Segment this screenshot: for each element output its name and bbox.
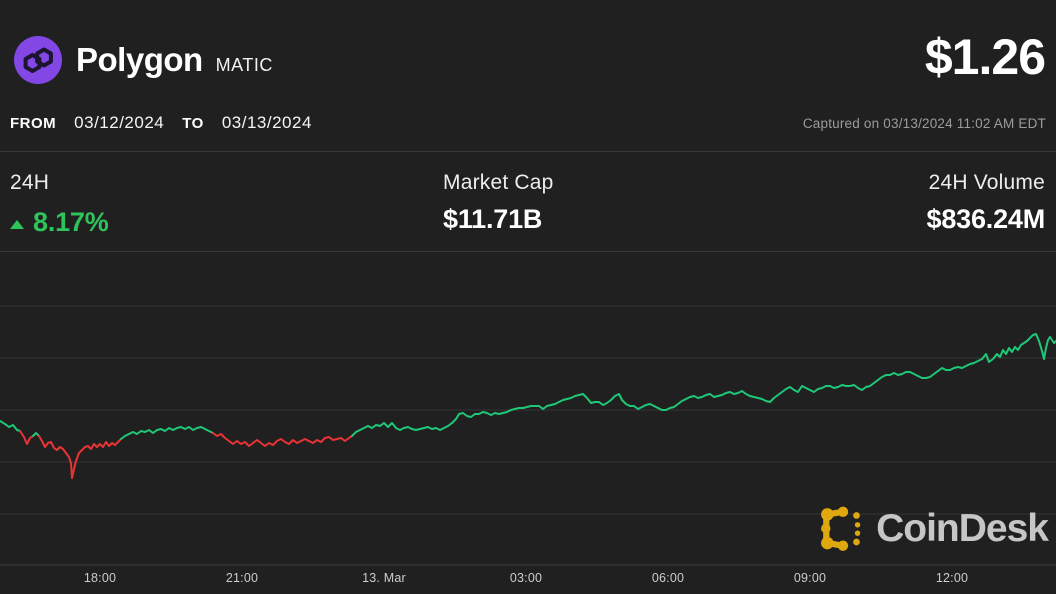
coin-header: Polygon MATIC: [14, 36, 273, 84]
polygon-logo-glyph: [23, 47, 53, 73]
stat-24h-change: 24H 8.17%: [10, 152, 109, 238]
from-label: FROM: [10, 115, 57, 132]
price-line-chart: [0, 305, 1056, 566]
stats-row: 24H 8.17% Market Cap $11.71B 24H Volume …: [0, 151, 1056, 252]
x-axis-tick: 12:00: [935, 571, 969, 585]
coindesk-icon-group: [821, 506, 861, 551]
polygon-logo-icon: [14, 36, 62, 84]
captured-timestamp: Captured on 03/13/2024 11:02 AM EDT: [802, 116, 1046, 131]
coin-symbol: MATIC: [215, 55, 273, 75]
coin-name: Polygon: [76, 41, 203, 78]
from-date: 03/12/2024: [74, 113, 165, 132]
price-chart: [0, 252, 1056, 566]
date-range: FROM 03/12/2024 TO 03/13/2024: [10, 113, 312, 133]
stat-24h-volume: 24H Volume $836.24M: [927, 152, 1046, 235]
stat-24h-volume-label: 24H Volume: [928, 171, 1045, 194]
x-axis-tick: 06:00: [651, 571, 685, 585]
up-triangle-icon: [10, 220, 24, 229]
coin-name-row: Polygon MATIC: [76, 41, 273, 79]
coindesk-icon: [821, 506, 861, 551]
stat-market-cap-label: Market Cap: [443, 171, 554, 194]
x-axis-tick: 09:00: [793, 571, 827, 585]
x-axis-tick: 03:00: [509, 571, 543, 585]
x-axis-tick: 13. Mar: [362, 571, 406, 585]
current-price: $1.26: [924, 29, 1046, 85]
stat-market-cap-value: $11.71B: [443, 204, 543, 234]
to-date: 03/13/2024: [221, 113, 312, 132]
x-axis-ticks: 18:00 21:00 13. Mar 03:00 06:00 09:00 12:00: [0, 571, 1056, 593]
x-axis-tick: 18:00: [83, 571, 117, 585]
stat-24h-change-value-row: 8.17%: [10, 207, 109, 238]
coindesk-wordmark: CoinDesk: [876, 507, 1049, 550]
change-value: 8.17%: [33, 207, 109, 237]
stat-market-cap: Market Cap $11.71B: [443, 152, 554, 235]
to-label: TO: [182, 115, 204, 132]
x-axis-tick: 21:00: [225, 571, 259, 585]
stat-24h-volume-value: $836.24M: [926, 204, 1046, 234]
stat-24h-change-label: 24H: [10, 171, 50, 194]
coindesk-watermark: CoinDesk: [819, 504, 1049, 554]
